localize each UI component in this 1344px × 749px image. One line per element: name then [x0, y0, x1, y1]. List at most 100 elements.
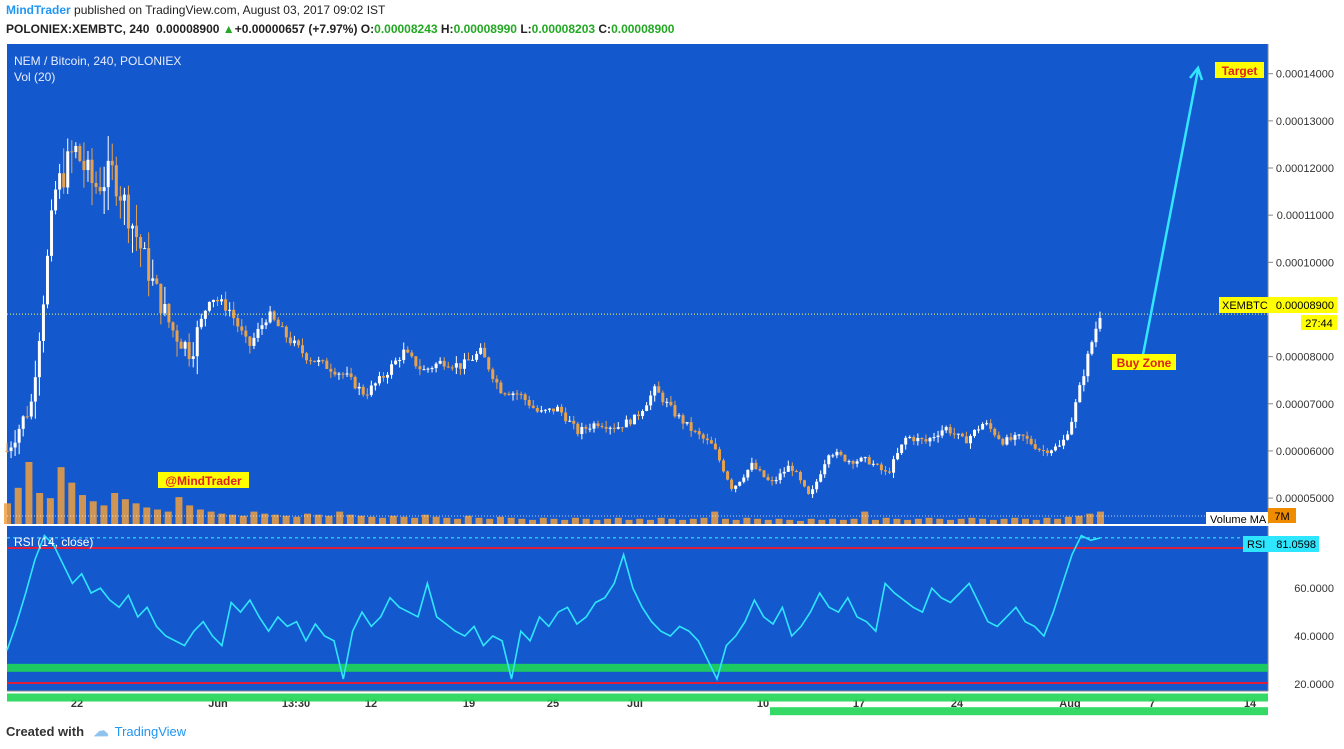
candle-body	[280, 326, 284, 328]
candle-body	[604, 427, 608, 429]
candle-body	[794, 470, 798, 473]
volume-bar	[1054, 518, 1062, 524]
tradingview-link[interactable]: TradingView	[114, 724, 187, 739]
candle-body	[402, 349, 406, 361]
candle-body	[1013, 435, 1017, 440]
candle-body	[159, 283, 163, 314]
candle-body	[1025, 435, 1029, 439]
candle-body	[216, 299, 220, 302]
candle-body	[912, 437, 916, 442]
candle-body	[831, 455, 835, 457]
candle-body	[774, 479, 778, 482]
candle-body	[220, 299, 224, 302]
candle-body	[584, 426, 588, 429]
candle-body	[25, 416, 29, 418]
volume-bar	[882, 517, 890, 524]
publish-line: MindTrader published on TradingView.com,…	[6, 3, 385, 17]
candle-body	[620, 427, 624, 429]
candle-body	[333, 371, 337, 375]
volume-bar	[571, 517, 579, 524]
candle-body	[928, 438, 932, 442]
candle-body	[94, 183, 98, 188]
price-axis[interactable]	[1268, 44, 1338, 524]
symbol-line[interactable]: POLONIEX:XEMBTC, 240	[6, 22, 150, 36]
author-link[interactable]: MindTrader	[6, 3, 71, 17]
candle-body	[600, 426, 604, 428]
rsi-axis[interactable]	[1268, 526, 1338, 691]
candle-body	[713, 443, 717, 450]
candle-body	[531, 405, 535, 408]
volume-bar	[143, 507, 151, 524]
volume-bar	[314, 514, 322, 524]
volume-bar	[1021, 518, 1029, 524]
candle-body	[272, 311, 276, 320]
volume-ma-tag: Volume MA 7M	[1206, 508, 1296, 526]
candle-body	[564, 412, 568, 422]
candle-body	[673, 405, 677, 417]
candle-body	[948, 427, 952, 434]
volume-bar	[1000, 518, 1008, 524]
volume-bar	[604, 518, 612, 524]
candle-body	[693, 430, 697, 432]
volume-bar	[968, 517, 976, 524]
candle-body	[624, 419, 628, 428]
candle-body	[66, 151, 70, 188]
volume-bar	[818, 519, 826, 524]
candle-body	[175, 330, 179, 342]
volume-bar	[389, 515, 397, 524]
price-tick-label: 0.00010000	[1276, 257, 1334, 269]
candle-body	[475, 353, 479, 360]
candle-body	[839, 451, 843, 455]
volume-bar	[175, 497, 183, 524]
candle-body	[78, 145, 82, 161]
volume-bar	[464, 515, 472, 524]
candle-body	[394, 360, 398, 365]
candle-body	[1041, 450, 1045, 452]
candle-body	[596, 423, 600, 427]
candle-body	[62, 173, 66, 188]
candle-body	[203, 310, 207, 319]
candle-body	[964, 436, 968, 444]
volume-bar	[839, 519, 847, 524]
candle-body	[122, 194, 126, 201]
volume-bar	[914, 518, 922, 524]
price-pane[interactable]	[7, 44, 1268, 524]
candle-body	[665, 401, 669, 403]
candle-body	[653, 386, 657, 396]
svg-text:XEMBTC: XEMBTC	[1222, 300, 1268, 312]
candle-body	[1070, 421, 1074, 435]
volume-bar	[196, 509, 204, 524]
candle-body	[859, 457, 863, 462]
candle-body	[766, 477, 770, 481]
candle-body	[1062, 439, 1066, 446]
volume-bar	[1097, 511, 1104, 524]
volume-bar	[100, 505, 108, 524]
candle-body	[313, 360, 317, 363]
candle-body	[1066, 434, 1070, 440]
volume-bar	[368, 516, 376, 524]
candle-body	[167, 303, 171, 323]
zones	[7, 663, 1268, 716]
candle-body	[1037, 448, 1041, 451]
candle-body	[535, 407, 539, 412]
candle-body	[726, 471, 730, 480]
candle-body	[365, 394, 369, 396]
candle-body	[414, 356, 418, 367]
candle-body	[827, 455, 831, 465]
candle-body	[292, 340, 296, 344]
symbol-ohlc-line: POLONIEX:XEMBTC, 240 0.00008900 ▲+0.0000…	[6, 22, 674, 36]
volume-bar	[411, 517, 419, 524]
candle-body	[491, 369, 495, 379]
candle-body	[1049, 450, 1053, 454]
candle-body	[90, 159, 94, 184]
candle-body	[98, 187, 102, 192]
volume-bar	[1086, 513, 1094, 524]
candle-body	[568, 420, 572, 422]
rsi-line	[6, 534, 1101, 682]
volume-bar	[732, 519, 740, 524]
candle-body	[70, 151, 74, 153]
volume-bar	[1032, 519, 1040, 524]
candle-body	[276, 319, 280, 327]
candle-body	[317, 360, 321, 363]
rsi-pane[interactable]	[7, 526, 1268, 691]
